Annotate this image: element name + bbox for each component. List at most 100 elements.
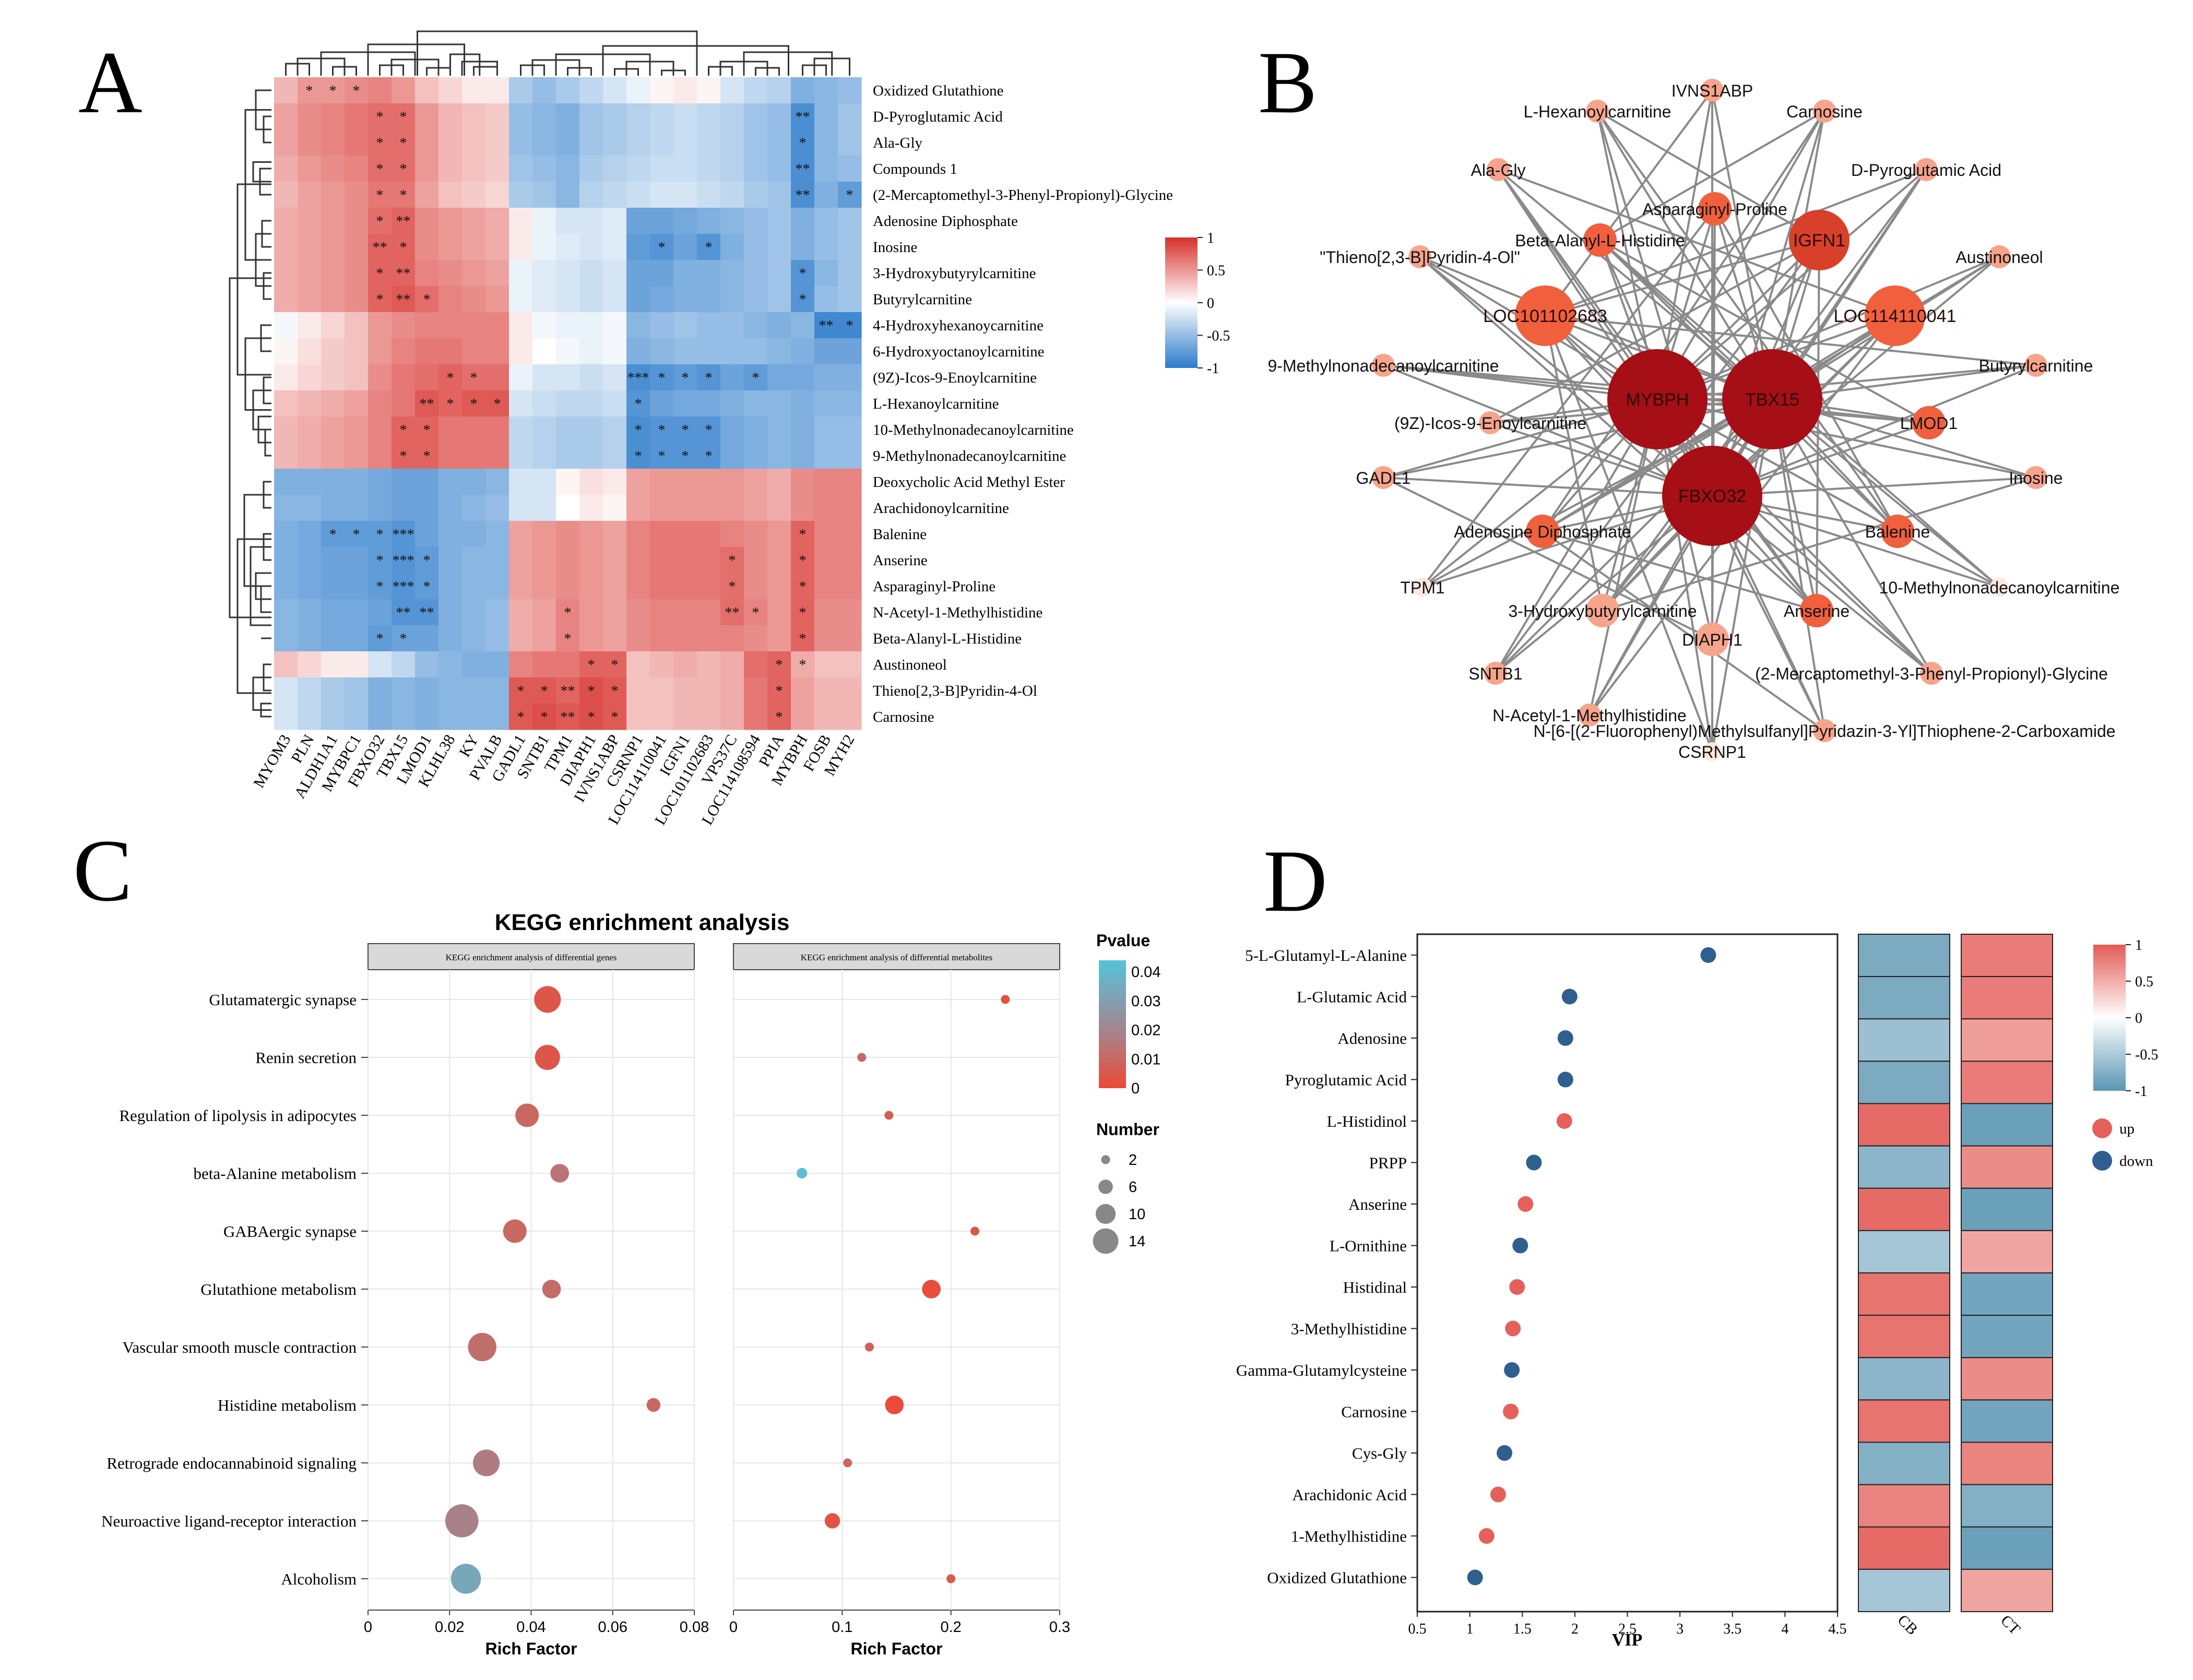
heatmap-cell [509,312,533,339]
network-node-label: IVNS1ABP [1672,81,1753,100]
enrichment-point [542,1280,561,1298]
x-tick-label: 0.5 [1408,1621,1427,1637]
cb-ct-cell [1961,1230,2053,1273]
heatmap-cell [556,156,580,182]
heatmap-cell [697,77,721,104]
heatmap-cell [720,521,744,547]
heatmap-cell [838,129,862,156]
significance-mark: * [799,631,807,647]
heatmap-cell [368,208,392,234]
heatmap-cell [814,156,838,182]
heatmap-cell [697,182,721,208]
heatmap-cell [603,469,627,495]
significance-mark: * [400,631,407,647]
network-node-label: D-Pyroglutamic Acid [1851,161,2001,180]
heatmap-cell [673,260,697,287]
network-node [1586,594,1619,627]
heatmap-cell [838,260,862,287]
heatmap-cell [298,260,322,287]
vip-point [1478,1528,1495,1544]
heatmap-cell [603,390,627,417]
heatmap-cell [392,416,416,443]
network-node [1865,285,1925,346]
heatmap-cell [791,469,815,495]
metabolite-label: Gamma-Glutamylcysteine [1236,1361,1407,1379]
significance-mark: * [635,422,642,438]
heatmap-cell [814,260,838,287]
heatmap-cell [650,156,674,182]
heatmap-cell [720,182,744,208]
heatmap-cell [298,677,322,704]
heatmap-cell [509,338,533,365]
network-node [1701,79,1724,102]
heatmap-cell [485,599,509,626]
heatmap-cell [438,677,463,704]
pathway-label: Histidine metabolism [218,1396,357,1414]
x-tick-label: 4 [1781,1621,1788,1637]
heatmap-cell [556,364,580,391]
heatmap-cell [485,704,509,730]
network-edge [1816,240,1820,611]
pvalue-colorbar [1099,960,1126,1088]
network-edge [1596,110,1773,400]
pathway-labels: Glutamatergic synapse Renin secretion Regu… [101,991,368,1588]
heatmap-cell [838,234,862,260]
colorbar-d [2093,945,2126,1091]
heatmap-cell [509,156,533,182]
heatmap-cell [791,547,815,574]
heatmap-cell [321,234,345,260]
cb-ct-cell [1961,1568,2053,1612]
heatmap-cell [838,103,862,130]
enrichment-point [472,1449,500,1476]
network-node [1413,578,1432,597]
heatmap-cell [415,573,439,600]
cb-ct-cell [1858,1526,1950,1570]
heatmap-cell [368,286,392,313]
vip-axis-label: VIP [1612,1630,1643,1650]
significance-mark: ** [725,605,740,621]
heatmap-cell [321,364,345,391]
heatmap-cell [744,312,768,339]
heatmap-cell [321,495,345,521]
heatmap-cell [603,312,627,339]
significance-mark: * [376,292,384,308]
cb-ct-cell [1858,1484,1950,1528]
network-node [1662,446,1762,546]
heatmap-cell [720,677,744,704]
heatmap-cell [345,156,369,182]
significance-mark: * [447,370,454,386]
heatmap-cell [556,469,580,495]
heatmap-cell [603,573,627,600]
heatmap-cell [767,495,791,521]
heatmap-cell [650,234,674,260]
heatmap-cell [603,364,627,391]
colorbar-tick-label: 0 [2135,1010,2142,1027]
network-node-label: MYBPH [1626,390,1689,410]
network-node-label: IGFN1 [1793,231,1845,251]
legend-dot [2092,1151,2112,1171]
network-node [1813,100,1836,123]
network-node-label: GADL1 [1356,469,1411,487]
heatmap-cell [274,312,298,339]
heatmap-cell [650,651,674,678]
pvalue-tick-label: 0.04 [1131,964,1160,981]
heatmap-cell [650,129,674,156]
enrichment-point [824,1513,840,1529]
heatmap-cell [438,338,463,365]
heatmap-cell [392,547,416,574]
significance-mark: * [658,370,666,386]
heatmap-cell [462,521,486,547]
heatmap-cell [274,103,298,130]
network-node [1578,704,1601,726]
heatmap-cell [697,469,721,495]
heatmap-cell [274,547,298,574]
significance-mark: * [423,292,431,308]
significance-mark: * [329,83,337,99]
panel-label-b: B [1258,33,1317,132]
heatmap-cell [415,129,439,156]
heatmap-cell [415,704,439,730]
heatmap-cell [556,625,580,652]
vip-point [1557,1030,1573,1046]
network-edge [1545,169,1927,317]
enrichment-point [550,1164,570,1183]
